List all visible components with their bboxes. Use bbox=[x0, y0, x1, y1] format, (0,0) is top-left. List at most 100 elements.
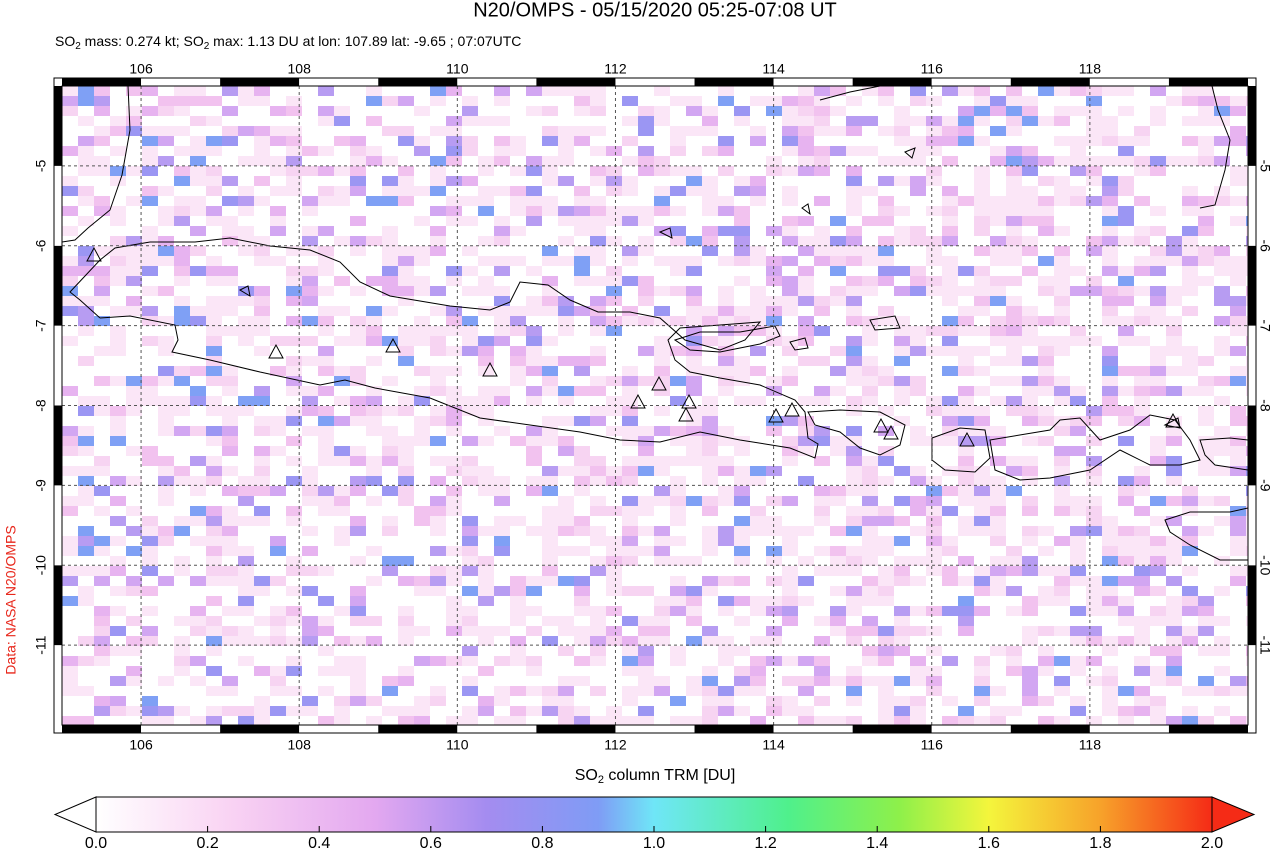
so2-pixel bbox=[190, 606, 206, 616]
so2-pixel bbox=[1150, 346, 1166, 356]
so2-pixel bbox=[446, 496, 462, 506]
so2-pixel bbox=[1086, 86, 1102, 96]
so2-pixel bbox=[254, 396, 270, 406]
so2-pixel bbox=[190, 386, 206, 396]
so2-pixel bbox=[894, 106, 910, 116]
so2-pixel bbox=[990, 566, 1006, 576]
so2-pixel bbox=[430, 546, 446, 556]
so2-pixel bbox=[1182, 626, 1198, 636]
so2-pixel bbox=[1150, 456, 1166, 466]
so2-pixel bbox=[926, 556, 942, 566]
so2-pixel bbox=[574, 416, 590, 426]
so2-pixel bbox=[1230, 166, 1246, 176]
so2-pixel bbox=[206, 716, 222, 725]
so2-pixel bbox=[238, 576, 254, 586]
so2-pixel bbox=[718, 486, 734, 496]
so2-pixel bbox=[862, 536, 878, 546]
so2-pixel bbox=[494, 146, 510, 156]
so2-pixel bbox=[62, 436, 78, 446]
so2-pixel bbox=[1182, 596, 1198, 606]
so2-pixel bbox=[286, 416, 302, 426]
frame-segment bbox=[378, 78, 458, 86]
so2-pixel bbox=[1038, 196, 1054, 206]
so2-pixel bbox=[542, 486, 558, 496]
so2-pixel bbox=[350, 446, 366, 456]
so2-pixel bbox=[1214, 316, 1230, 326]
so2-pixel bbox=[1230, 676, 1246, 686]
so2-pixel bbox=[846, 586, 862, 596]
so2-pixel bbox=[622, 466, 638, 476]
so2-pixel bbox=[1198, 406, 1214, 416]
frame-segment bbox=[457, 725, 537, 733]
so2-pixel bbox=[574, 306, 590, 316]
so2-pixel bbox=[1182, 366, 1198, 376]
so2-pixel bbox=[94, 286, 110, 296]
so2-pixel bbox=[158, 216, 174, 226]
so2-pixel bbox=[302, 236, 318, 246]
so2-pixel bbox=[542, 416, 558, 426]
so2-pixel bbox=[830, 676, 846, 686]
so2-pixel bbox=[494, 116, 510, 126]
so2-pixel bbox=[782, 576, 798, 586]
so2-pixel bbox=[1246, 366, 1248, 376]
so2-pixel bbox=[910, 286, 926, 296]
so2-pixel bbox=[574, 126, 590, 136]
so2-pixel bbox=[62, 576, 78, 586]
so2-pixel bbox=[142, 256, 158, 266]
so2-pixel bbox=[286, 606, 302, 616]
so2-pixel bbox=[1102, 646, 1118, 656]
so2-pixel bbox=[1070, 186, 1086, 196]
so2-pixel bbox=[862, 276, 878, 286]
so2-pixel bbox=[638, 316, 654, 326]
so2-pixel bbox=[622, 396, 638, 406]
so2-pixel bbox=[1182, 606, 1198, 616]
frame-segment bbox=[1010, 725, 1090, 733]
so2-pixel bbox=[1150, 226, 1166, 236]
so2-pixel bbox=[446, 626, 462, 636]
so2-pixel bbox=[1150, 646, 1166, 656]
so2-pixel bbox=[718, 146, 734, 156]
so2-pixel bbox=[1214, 336, 1230, 346]
so2-pixel bbox=[190, 506, 206, 516]
so2-pixel bbox=[1230, 456, 1246, 466]
so2-pixel bbox=[286, 276, 302, 286]
so2-pixel bbox=[638, 636, 654, 646]
so2-pixel bbox=[1102, 156, 1118, 166]
so2-pixel bbox=[942, 656, 958, 666]
so2-pixel bbox=[1086, 276, 1102, 286]
so2-pixel bbox=[1214, 586, 1230, 596]
so2-pixel bbox=[414, 216, 430, 226]
so2-pixel bbox=[750, 676, 766, 686]
so2-pixel bbox=[254, 346, 270, 356]
so2-pixel bbox=[782, 606, 798, 616]
so2-pixel bbox=[222, 526, 238, 536]
so2-pixel bbox=[1038, 646, 1054, 656]
so2-pixel bbox=[222, 406, 238, 416]
so2-pixel bbox=[238, 226, 254, 236]
so2-pixel bbox=[622, 586, 638, 596]
so2-pixel bbox=[1054, 296, 1070, 306]
so2-pixel bbox=[334, 166, 350, 176]
so2-pixel bbox=[126, 676, 142, 686]
so2-pixel bbox=[302, 566, 318, 576]
so2-pixel bbox=[974, 716, 990, 725]
so2-pixel bbox=[1198, 436, 1214, 446]
so2-pixel bbox=[1214, 266, 1230, 276]
so2-pixel bbox=[558, 316, 574, 326]
so2-pixel bbox=[1214, 706, 1230, 716]
so2-pixel bbox=[302, 426, 318, 436]
so2-pixel bbox=[942, 126, 958, 136]
so2-pixel bbox=[206, 176, 222, 186]
so2-pixel bbox=[830, 146, 846, 156]
so2-pixel bbox=[782, 136, 798, 146]
so2-pixel bbox=[1006, 346, 1022, 356]
so2-pixel bbox=[158, 536, 174, 546]
so2-pixel bbox=[526, 706, 542, 716]
so2-pixel bbox=[1102, 516, 1118, 526]
so2-pixel bbox=[782, 546, 798, 556]
so2-pixel bbox=[1054, 596, 1070, 606]
so2-pixel bbox=[254, 616, 270, 626]
frame-segment bbox=[1248, 405, 1256, 486]
so2-pixel bbox=[590, 326, 606, 336]
so2-pixel bbox=[638, 286, 654, 296]
